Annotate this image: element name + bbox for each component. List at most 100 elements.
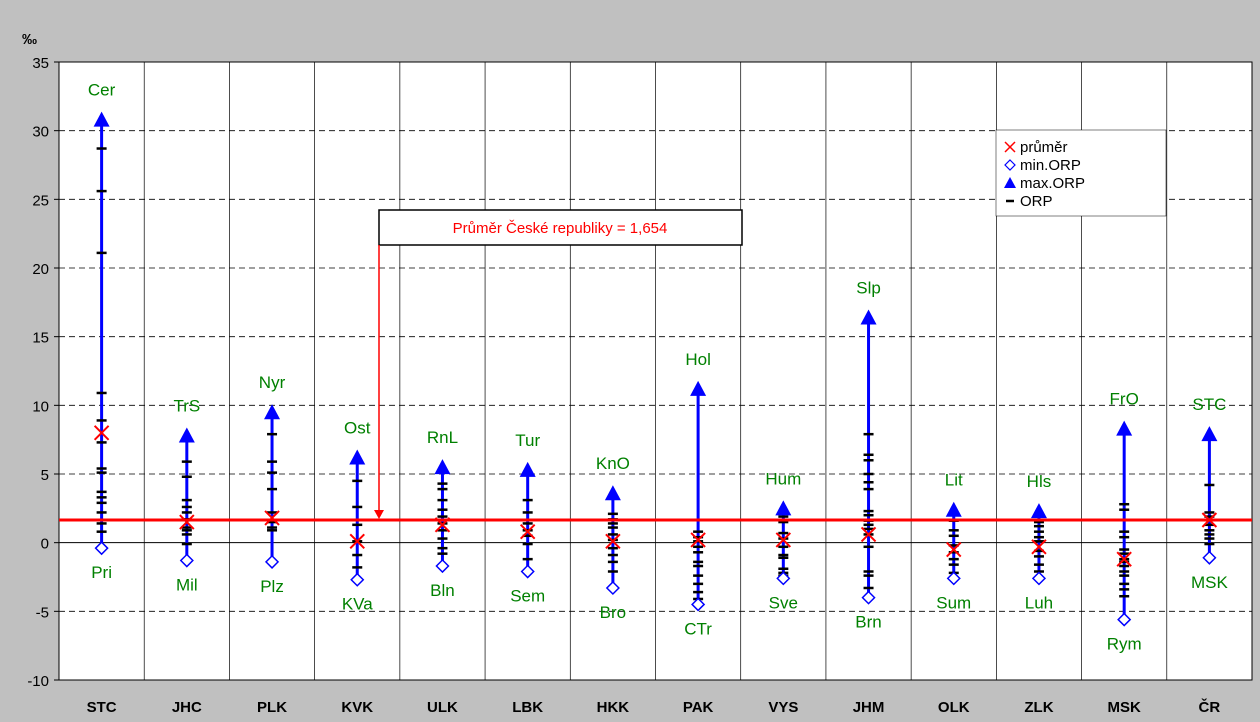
min-orp-point [1117,612,1132,627]
reference-label-box [378,209,743,246]
reference-label: Průměr České republiky = 1,654 [453,220,668,237]
y-tick-label: 30 [32,124,49,141]
x-tick-label: HKK [597,699,630,716]
min-orp-point [1031,571,1047,586]
min-orp-label: Mil [176,576,198,595]
max-orp-label: Slp [856,278,881,297]
min-orp-point [520,564,535,579]
y-tick-label: 10 [32,398,49,415]
min-orp-point [350,572,365,587]
average-point [179,514,195,530]
max-orp-label: Hum [765,469,801,488]
average-point [946,541,962,558]
max-orp-label: STC [1192,395,1226,414]
min-orp-label: Brn [855,613,881,632]
x-tick-label: PAK [683,699,714,716]
legend-label: min.ORP [1020,157,1081,174]
max-orp-label: FrO [1110,390,1139,409]
y-tick-label: -10 [27,673,49,690]
min-orp-label: Plz [260,577,284,596]
x-tick-label: ZLK [1024,699,1053,716]
max-orp-point [349,449,366,465]
legend-marker-average [1004,141,1016,153]
x-tick-label: LBK [512,699,543,716]
min-orp-point [435,558,450,574]
average-point [519,523,536,540]
max-orp-point [1030,503,1047,519]
reference-annotation: Průměr České republiky = 1,654 [374,209,743,519]
average-point [860,526,877,543]
max-orp-point [690,380,707,396]
max-orp-point [1116,420,1133,436]
max-orp-label: KnO [596,454,630,473]
x-tick-label: VYS [768,699,798,716]
x-tick-label: JHM [853,699,885,716]
min-orp-label: Luh [1025,593,1053,612]
average-point [1116,551,1132,567]
min-orp-label: Pri [91,563,112,582]
min-orp-point [776,571,791,586]
min-orp-label: KVa [342,595,373,614]
min-orp-point [691,597,706,612]
max-orp-label: Hol [685,350,711,369]
max-orp-point [775,500,792,516]
y-axis-ticks: 35 30 25 20 15 10 5 0 -5 -10 [27,55,59,690]
average-point [1031,539,1047,555]
min-orp-point [179,553,194,568]
x-tick-label: PLK [257,699,287,716]
max-orp-label: Hls [1027,472,1052,491]
x-axis-labels: STC JHC PLK KVK ULK LBK HKK PAK VYS JHM OLK ZLK MSK Č… [87,698,1221,716]
average-point [264,510,280,526]
max-orp-point [519,461,536,477]
legend-label: max.ORP [1020,175,1085,192]
max-orp-label: Tur [515,431,540,450]
min-orp-label: CTr [684,619,712,638]
y-tick-label: 25 [32,192,49,209]
max-orp-point [434,459,451,475]
max-orp-label: TrS [173,397,200,416]
max-orp-point [945,501,962,517]
x-tick-label: OLK [938,699,970,716]
max-orp-label: Nyr [259,373,286,392]
y-tick-label: -5 [36,604,49,621]
x-tick-label: ULK [427,699,458,716]
average-point [775,532,792,548]
min-orp-label: Bro [600,603,626,622]
x-tick-label: KVK [341,699,373,716]
max-orp-point [178,427,195,443]
average-point [605,533,621,550]
reference-arrow-head [374,510,384,519]
min-orp-label: Sem [510,587,545,606]
min-orp-point [861,590,876,605]
max-orp-point [264,404,281,420]
average-point [93,425,110,441]
min-orp-point [264,554,280,569]
x-tick-label: ČR [1199,698,1221,716]
max-orp-label: Lit [945,471,963,490]
legend-marker-max [1004,177,1016,188]
min-orp-point [1202,550,1217,565]
max-orp-label: Ost [344,419,371,438]
y-unit-label: ‰ [22,31,37,48]
min-orp-label: Bln [430,581,455,600]
min-orp-point [605,580,620,596]
max-orp-point [860,309,877,325]
legend-box [995,129,1167,217]
y-tick-label: 0 [41,536,49,553]
min-orp-point [946,571,961,586]
max-orp-point [93,111,110,127]
min-orp-label: Sve [769,593,798,612]
series-layer: Cer Pri TrS Mil Nyr Plz Ost KVa RnL Bln Tur Sem KnO B… [88,81,1229,654]
legend-marker-min [1004,159,1016,171]
min-orp-label: Sum [936,593,971,612]
average-point [349,533,365,550]
max-orp-label: RnL [427,428,458,447]
max-orp-point [1201,426,1218,442]
y-tick-label: 5 [41,467,49,484]
x-tick-label: STC [87,699,117,716]
min-orp-label: MSK [1191,573,1229,592]
average-point [690,532,706,548]
